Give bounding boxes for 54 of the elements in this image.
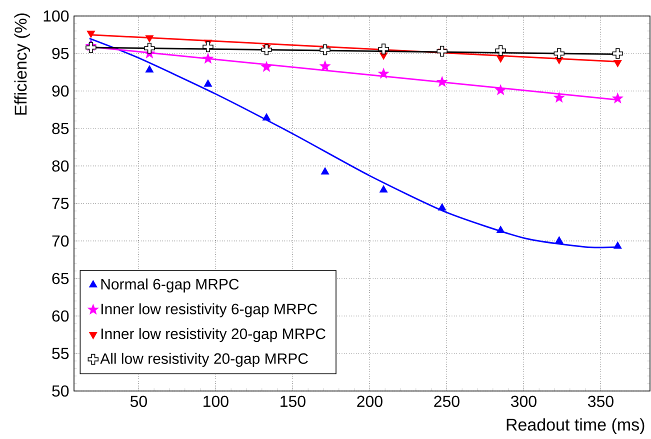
point — [554, 92, 564, 102]
y-tick-label: 50 — [52, 385, 69, 397]
point — [145, 35, 154, 42]
point — [436, 46, 448, 57]
point — [262, 113, 271, 120]
point — [378, 44, 389, 54]
legend-label: Inner low resistivity 6-gap MRPC — [102, 303, 318, 318]
x-tick-label: 100 — [204, 396, 228, 408]
point — [202, 53, 214, 64]
point — [554, 48, 565, 59]
point — [204, 80, 212, 87]
x-axis-title: Readout time (ms) — [506, 418, 644, 434]
point — [144, 42, 155, 54]
point — [261, 44, 272, 56]
x-tick-label: 250 — [434, 396, 460, 408]
point — [438, 203, 446, 210]
y-tick-label: 65 — [52, 272, 69, 284]
point — [555, 236, 564, 244]
point — [86, 30, 95, 38]
legend-label: Normal 6-gap MRPC — [101, 278, 239, 292]
y-tick-label: 95 — [52, 48, 69, 60]
point — [320, 60, 330, 71]
point — [145, 65, 154, 72]
legend-label: Inner low resistivity 20-gap MRPC — [102, 328, 326, 342]
y-tick-label: 75 — [52, 198, 69, 210]
y-tick-label: 70 — [52, 235, 69, 247]
y-tick-label: 55 — [52, 348, 69, 360]
point — [261, 62, 272, 72]
y-tick-label: 100 — [44, 10, 69, 22]
point — [496, 226, 505, 233]
point — [320, 44, 330, 56]
x-tick-label: 150 — [280, 396, 306, 408]
x-tick-label: 200 — [357, 396, 382, 408]
point — [321, 167, 330, 174]
x-tick-label: 50 — [130, 396, 147, 408]
y-tick-label: 85 — [52, 122, 69, 134]
point — [380, 185, 388, 192]
point — [495, 84, 506, 95]
y-tick-label: 60 — [52, 310, 69, 322]
y-axis-title: Efficiency (%) — [14, 14, 30, 115]
point — [436, 76, 448, 86]
point — [496, 56, 505, 63]
point — [614, 60, 622, 68]
x-tick-label: 350 — [588, 396, 614, 408]
point — [495, 45, 506, 56]
x-tick-label: 300 — [510, 396, 536, 408]
point — [612, 93, 623, 103]
point — [202, 41, 214, 52]
y-tick-label: 80 — [52, 160, 69, 172]
point — [612, 48, 624, 59]
point — [614, 242, 622, 249]
legend-label: All low resistivity 20-gap MRPC — [100, 352, 308, 367]
point — [378, 68, 389, 78]
y-tick-label: 90 — [52, 85, 69, 97]
